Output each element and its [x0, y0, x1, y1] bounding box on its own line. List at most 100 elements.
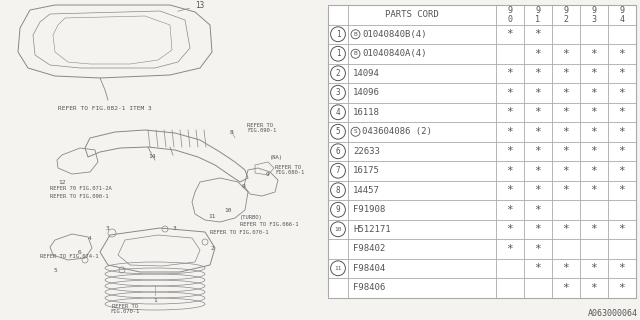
- Text: *: *: [619, 68, 625, 78]
- Text: *: *: [534, 185, 541, 195]
- Text: *: *: [563, 68, 570, 78]
- Text: H512171: H512171: [353, 225, 390, 234]
- Text: *: *: [563, 283, 570, 293]
- Text: *: *: [563, 185, 570, 195]
- Text: 4: 4: [88, 236, 92, 241]
- Text: 1: 1: [153, 298, 157, 302]
- Text: F91908: F91908: [353, 205, 385, 214]
- Text: PARTS CORD: PARTS CORD: [385, 10, 439, 19]
- Text: 12: 12: [58, 180, 66, 185]
- Text: 9: 9: [242, 183, 246, 188]
- Text: *: *: [534, 29, 541, 39]
- Text: *: *: [507, 244, 513, 254]
- Text: 9: 9: [620, 6, 625, 15]
- Text: *: *: [507, 29, 513, 39]
- Text: *: *: [563, 224, 570, 234]
- Text: *: *: [591, 224, 597, 234]
- Text: (TURBO): (TURBO): [240, 215, 263, 220]
- Text: B: B: [354, 51, 357, 56]
- Text: *: *: [591, 166, 597, 176]
- Text: 14096: 14096: [353, 88, 380, 97]
- Text: 11: 11: [208, 214, 216, 220]
- Text: *: *: [563, 166, 570, 176]
- Text: *: *: [619, 185, 625, 195]
- Text: 10: 10: [334, 227, 342, 232]
- Text: *: *: [591, 185, 597, 195]
- Text: *: *: [619, 88, 625, 98]
- Text: 3: 3: [106, 226, 110, 230]
- Text: 5: 5: [336, 127, 340, 136]
- Text: 01040840B(4): 01040840B(4): [362, 30, 426, 39]
- Text: *: *: [591, 283, 597, 293]
- Text: 7: 7: [336, 166, 340, 175]
- Text: 4: 4: [336, 108, 340, 117]
- Text: *: *: [507, 88, 513, 98]
- Text: REFER TO
FIG.070-1: REFER TO FIG.070-1: [110, 304, 140, 314]
- Text: *: *: [507, 224, 513, 234]
- Text: 9: 9: [266, 172, 270, 178]
- FancyBboxPatch shape: [328, 5, 636, 298]
- Text: *: *: [591, 263, 597, 273]
- Text: *: *: [507, 146, 513, 156]
- Text: REFER TO
FIG.080-1: REFER TO FIG.080-1: [275, 164, 304, 175]
- Text: REFER TO FIG.074-1: REFER TO FIG.074-1: [40, 254, 99, 260]
- Text: REFER TO FIG.082-1 ITEM 3: REFER TO FIG.082-1 ITEM 3: [58, 106, 152, 110]
- Text: *: *: [507, 205, 513, 215]
- Text: *: *: [563, 127, 570, 137]
- Text: REFER TO FIG.070-1: REFER TO FIG.070-1: [210, 229, 269, 235]
- Text: 3: 3: [173, 226, 177, 230]
- Text: *: *: [534, 68, 541, 78]
- Text: *: *: [534, 127, 541, 137]
- Text: 043604086 (2): 043604086 (2): [362, 127, 432, 136]
- Text: *: *: [534, 166, 541, 176]
- Text: *: *: [534, 107, 541, 117]
- Text: *: *: [563, 49, 570, 59]
- Text: 14: 14: [148, 155, 156, 159]
- Text: *: *: [507, 166, 513, 176]
- Text: 13: 13: [178, 1, 204, 11]
- Text: *: *: [591, 107, 597, 117]
- Text: *: *: [534, 244, 541, 254]
- Text: 9: 9: [536, 6, 541, 15]
- Text: *: *: [619, 146, 625, 156]
- Text: REFER TO FIG.066-1: REFER TO FIG.066-1: [240, 222, 298, 228]
- Text: 2: 2: [563, 14, 568, 24]
- Text: 22633: 22633: [353, 147, 380, 156]
- Text: F98404: F98404: [353, 264, 385, 273]
- Text: *: *: [591, 146, 597, 156]
- Text: *: *: [507, 68, 513, 78]
- Text: *: *: [619, 107, 625, 117]
- Text: S: S: [354, 129, 357, 134]
- Text: 3: 3: [336, 88, 340, 97]
- Text: *: *: [534, 205, 541, 215]
- Text: *: *: [534, 49, 541, 59]
- Text: *: *: [507, 127, 513, 137]
- Text: 01040840A(4): 01040840A(4): [362, 49, 426, 58]
- Text: *: *: [619, 127, 625, 137]
- Text: *: *: [507, 107, 513, 117]
- Text: *: *: [534, 263, 541, 273]
- Text: 6: 6: [78, 250, 82, 254]
- Text: F98406: F98406: [353, 283, 385, 292]
- Text: *: *: [563, 88, 570, 98]
- Text: 4: 4: [620, 14, 625, 24]
- Text: *: *: [563, 146, 570, 156]
- Text: *: *: [563, 107, 570, 117]
- Text: 16175: 16175: [353, 166, 380, 175]
- Text: *: *: [507, 185, 513, 195]
- Text: 3: 3: [591, 14, 596, 24]
- Text: *: *: [534, 88, 541, 98]
- Text: *: *: [591, 68, 597, 78]
- Text: *: *: [619, 166, 625, 176]
- Text: 0: 0: [508, 14, 513, 24]
- Text: REFER TO FIG.090-1: REFER TO FIG.090-1: [50, 194, 109, 198]
- Text: REFER 70 FIG.071-2A: REFER 70 FIG.071-2A: [50, 186, 112, 190]
- Text: 8: 8: [336, 186, 340, 195]
- Text: 9: 9: [563, 6, 568, 15]
- Text: *: *: [591, 49, 597, 59]
- Text: 9: 9: [591, 6, 596, 15]
- Text: 9: 9: [336, 205, 340, 214]
- Text: *: *: [619, 49, 625, 59]
- Text: 8: 8: [230, 130, 234, 134]
- Text: *: *: [563, 263, 570, 273]
